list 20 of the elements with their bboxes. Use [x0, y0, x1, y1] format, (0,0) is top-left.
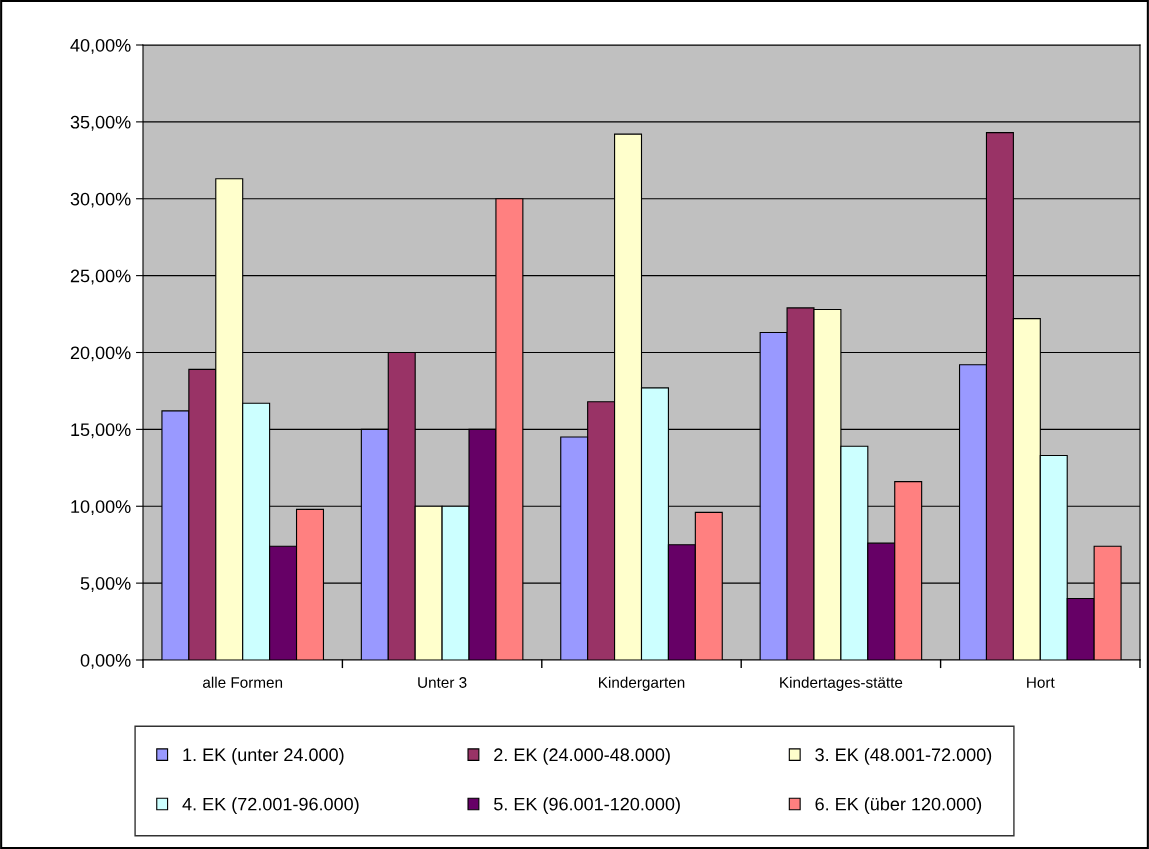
y-tick-label: 20,00% — [70, 346, 131, 362]
y-tick-label: 35,00% — [70, 115, 131, 131]
legend-label: 5. EK (96.001-120.000) — [494, 797, 680, 815]
y-tick-label: 30,00% — [70, 192, 131, 208]
y-tick-label: 25,00% — [70, 269, 131, 285]
y-tick-label: 0,00% — [80, 653, 131, 669]
legend-label: 6. EK (über 120.000) — [815, 797, 982, 815]
legend-label: 3. EK (48.001-72.000) — [815, 747, 992, 765]
legend-label: 4. EK (72.001-96.000) — [182, 797, 359, 815]
y-tick-label: 10,00% — [71, 500, 131, 516]
x-tick-label: Kindertages-stätte — [780, 676, 903, 691]
legend-label: 2. EK (24.000-48.000) — [494, 747, 670, 765]
x-tick-label: Kindergarten — [599, 676, 685, 691]
y-tick-label: 15,00% — [71, 423, 131, 439]
x-tick-label: alle Formen — [203, 676, 283, 688]
x-tick-label: Hort — [1027, 677, 1055, 688]
y-tick-label: 5,00% — [80, 577, 131, 592]
x-tick-label: Unter 3 — [418, 677, 467, 688]
y-tick-label: 40,00% — [70, 38, 131, 54]
legend-label: 1. EK (unter 24.000) — [183, 747, 344, 765]
